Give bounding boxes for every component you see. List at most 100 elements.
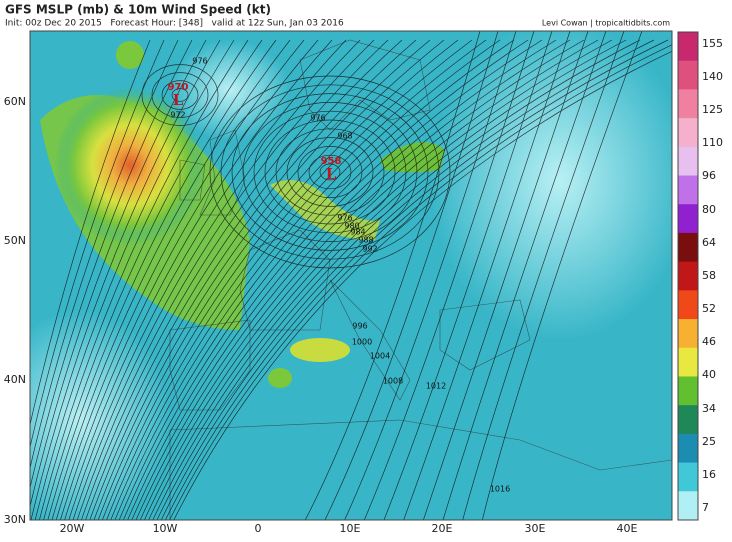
colorbar-frame (677, 31, 699, 521)
isobar (308, 154, 352, 190)
isobar (55, 39, 305, 520)
isobar (85, 39, 403, 520)
isobar (403, 31, 571, 520)
colorbar-band (678, 118, 698, 148)
colorbar-label: 46 (702, 335, 716, 348)
credit: Levi Cowan | tropicaltidbits.com (542, 19, 670, 28)
isobar (72, 39, 361, 520)
isobar (152, 39, 627, 520)
low-symbol: L (326, 165, 337, 183)
colorbar-label: 64 (702, 236, 716, 249)
colorbar-label: 16 (702, 468, 716, 481)
isobar (139, 39, 585, 520)
isobar (60, 39, 319, 520)
calm-area (170, 40, 290, 140)
latitude-label: 60N (4, 95, 26, 108)
colorbar-label: 34 (702, 402, 716, 415)
colorbar-band (678, 405, 698, 435)
isobar (242, 102, 418, 242)
colorbar-band (678, 32, 698, 62)
colorbar-band (678, 175, 698, 205)
colorbar-label: 110 (702, 136, 723, 149)
isobar (93, 39, 431, 520)
title: GFS MSLP (mb) & 10m Wind Speed (kt) (5, 3, 271, 17)
colorbar-band (678, 347, 698, 377)
isobar-label: 976 (337, 214, 352, 223)
isobar-label: 988 (358, 236, 373, 245)
isobar (442, 31, 607, 520)
isobar (169, 44, 672, 520)
longitude-label: 30E (525, 522, 546, 535)
isobar-label: 980 (344, 222, 359, 231)
isobar (64, 39, 333, 520)
colorbar-band (678, 60, 698, 90)
longitude-label: 0 (255, 522, 262, 535)
isobar (156, 39, 641, 520)
longitude-label: 10W (153, 522, 178, 535)
colorbar-band (678, 433, 698, 464)
isobar (30, 39, 179, 470)
isobar (220, 84, 440, 260)
isobar (275, 128, 385, 216)
longitude-label: 20E (432, 522, 453, 535)
isobar (151, 72, 209, 118)
isobar-label: 976 (310, 114, 325, 123)
calm-area (430, 31, 672, 340)
isobar (89, 39, 417, 520)
isobar (344, 31, 517, 520)
latitude-label: 50N (4, 234, 26, 247)
colorbar-band (678, 89, 698, 119)
wind-band (380, 142, 445, 173)
isobar (34, 39, 235, 520)
wind-band (268, 368, 292, 388)
isobar-label: 1016 (490, 485, 510, 494)
isobar (161, 80, 199, 110)
isobar (30, 39, 165, 449)
isobar (363, 31, 535, 520)
isobar (319, 163, 341, 181)
isobar-label: 1000 (352, 338, 372, 347)
longitude-label: 20W (60, 522, 85, 535)
isobar-label: 992 (362, 245, 377, 254)
colorbar-band (678, 204, 698, 234)
isobar (43, 39, 263, 520)
isobar (286, 137, 374, 207)
isobar-label: 968 (337, 132, 352, 141)
isobar (297, 146, 363, 198)
colorbar-label: 140 (702, 70, 723, 83)
isobar (304, 31, 481, 520)
isobar (264, 119, 396, 225)
isobar (68, 39, 347, 520)
isobar (144, 39, 599, 520)
colorbar-band (678, 319, 698, 349)
colorbar-label: 125 (702, 103, 723, 116)
low-pressure-value: 970 (168, 82, 189, 93)
run-info: Init: 00z Dec 20 2015 Forecast Hour: [34… (5, 19, 344, 29)
isobar (173, 50, 672, 520)
longitude-label: 40E (617, 522, 638, 535)
isobar (383, 31, 553, 520)
isobar (30, 39, 151, 427)
isobar-label: 984 (350, 228, 365, 237)
isobar (118, 39, 515, 520)
isobar (81, 39, 389, 520)
colorbar-label: 58 (702, 269, 716, 282)
isobar (102, 39, 459, 520)
low-symbol: L (173, 91, 184, 109)
isobar-label: 1008 (383, 377, 403, 386)
isobar-label: 996 (352, 322, 367, 331)
isobar (324, 31, 499, 520)
isobar (106, 39, 473, 520)
isobar (148, 39, 613, 520)
isobar-label: 1012 (426, 382, 446, 391)
isobar (51, 39, 291, 520)
colorbar-band (678, 462, 698, 492)
longitude-label: 10E (340, 522, 361, 535)
isobar (160, 39, 655, 520)
map-area (30, 31, 672, 520)
isobar (127, 39, 543, 520)
colorbar-label: 96 (702, 169, 716, 182)
isobar (30, 39, 221, 520)
latitude-label: 30N (4, 513, 26, 526)
